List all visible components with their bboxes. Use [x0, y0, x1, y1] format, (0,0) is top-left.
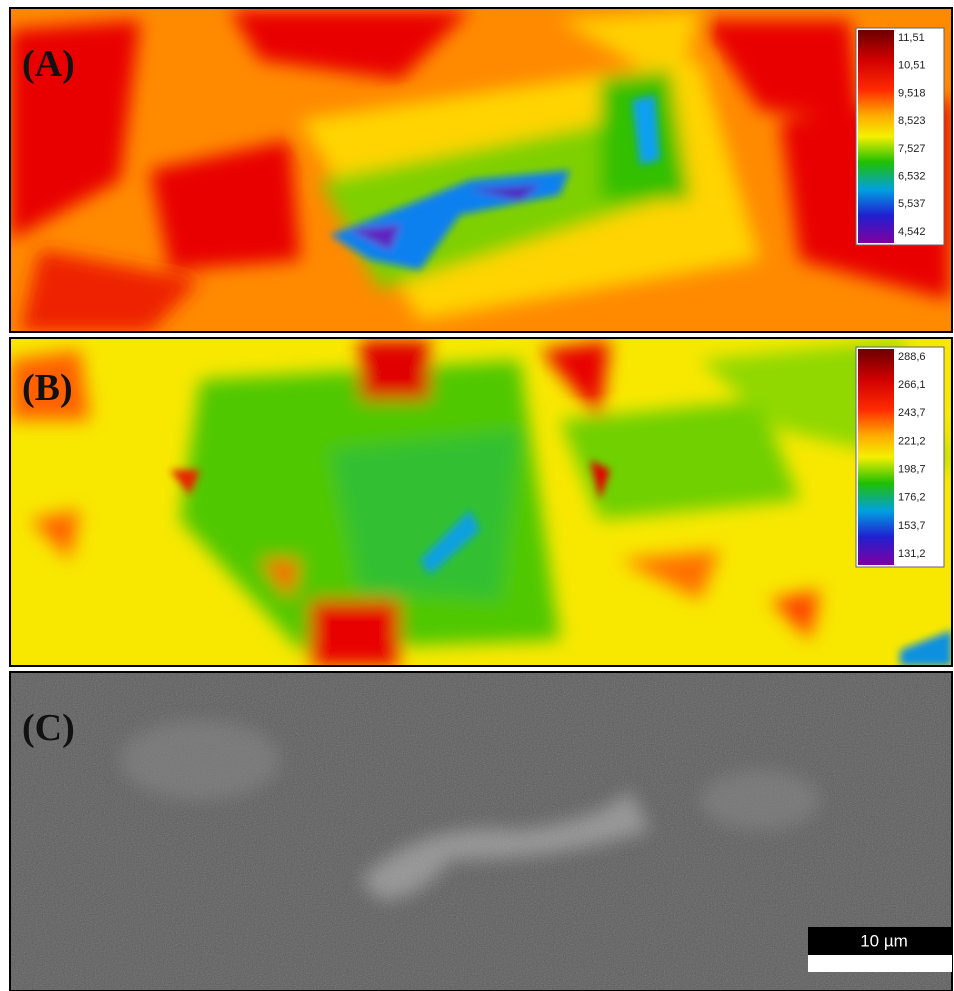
colorbar-label: 8,523: [898, 115, 926, 127]
colorbar-label: 176,2: [898, 492, 926, 504]
colorbar-label: 198,7: [898, 463, 926, 475]
panel-label: (A): [22, 43, 75, 85]
colorbar-label: 243,7: [898, 407, 926, 419]
frame: [9, 337, 953, 667]
colorbar-label: 11,51: [898, 32, 925, 44]
colorbar-label: 10,51: [898, 60, 926, 72]
colorbar-label: 9,518: [898, 87, 926, 99]
scale-bar: [808, 955, 952, 972]
colorbar-label: 288,6: [898, 351, 926, 363]
frame: [9, 7, 953, 333]
colorbar-label: 153,7: [898, 520, 926, 532]
frame: [9, 671, 953, 991]
panel-label: (C): [22, 707, 75, 749]
scale-bar-box: [808, 927, 952, 955]
sem-image: [10, 672, 952, 991]
colorbar-label: 7,527: [898, 143, 926, 155]
colorbar-label: 266,1: [898, 379, 926, 391]
map-a: [10, 8, 952, 332]
map-b: [10, 338, 952, 666]
scale-bar-label: 10 µm: [860, 931, 908, 950]
colorbar-label: 4,542: [898, 226, 926, 238]
colorbar-label: 131,2: [898, 548, 926, 560]
colorbar-b: [855, 346, 945, 568]
colorbar-a: [855, 27, 945, 246]
colorbar-label: 6,532: [898, 170, 926, 182]
panel-label: (B): [22, 367, 73, 409]
colorbar-label: 221,2: [898, 435, 926, 447]
colorbar-label: 5,537: [898, 198, 926, 210]
